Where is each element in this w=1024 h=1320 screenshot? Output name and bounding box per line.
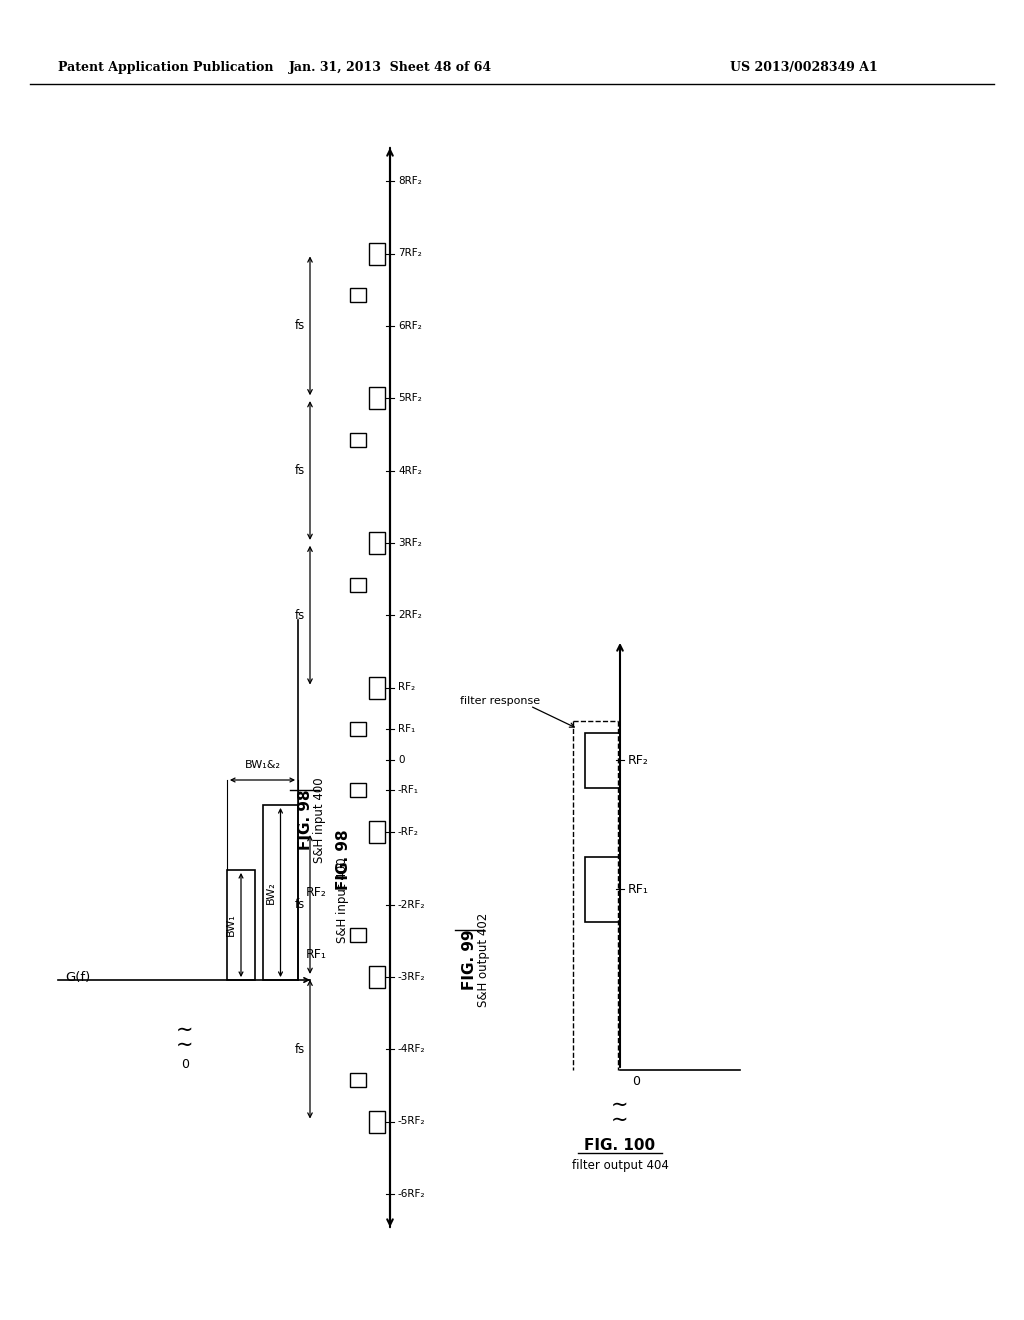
Bar — [350, 578, 366, 591]
Text: 3RF₂: 3RF₂ — [398, 537, 422, 548]
Text: ∼: ∼ — [611, 1110, 629, 1130]
Bar — [350, 722, 366, 737]
Text: 2RF₂: 2RF₂ — [398, 610, 422, 620]
Text: fs: fs — [295, 319, 305, 333]
Text: G(f): G(f) — [65, 970, 90, 983]
Text: ∼: ∼ — [611, 1096, 629, 1115]
Text: BW₂: BW₂ — [265, 882, 275, 904]
Text: RF₁: RF₁ — [628, 883, 649, 896]
Text: ∼: ∼ — [176, 1020, 194, 1040]
Text: US 2013/0028349 A1: US 2013/0028349 A1 — [730, 62, 878, 74]
Text: RF₂: RF₂ — [306, 886, 327, 899]
Bar — [350, 1073, 366, 1086]
Text: FIG. 99: FIG. 99 — [463, 929, 477, 990]
Bar — [369, 676, 385, 698]
Text: fs: fs — [295, 1043, 305, 1056]
Bar — [369, 966, 385, 987]
Bar — [227, 870, 255, 979]
Text: 0: 0 — [181, 1059, 189, 1072]
Text: fs: fs — [295, 465, 305, 477]
Text: filter output 404: filter output 404 — [571, 1159, 669, 1172]
Bar — [350, 433, 366, 447]
Bar — [585, 857, 620, 921]
Text: fs: fs — [295, 609, 305, 622]
Bar — [369, 1110, 385, 1133]
Text: Jan. 31, 2013  Sheet 48 of 64: Jan. 31, 2013 Sheet 48 of 64 — [289, 62, 492, 74]
Bar — [350, 289, 366, 302]
Text: 5RF₂: 5RF₂ — [398, 393, 422, 403]
Bar — [369, 821, 385, 843]
Text: 8RF₂: 8RF₂ — [398, 176, 422, 186]
Text: -RF₁: -RF₁ — [398, 785, 419, 795]
Text: -RF₂: -RF₂ — [398, 828, 419, 837]
Text: fs: fs — [295, 898, 305, 911]
Bar — [263, 805, 298, 979]
Text: FIG. 100: FIG. 100 — [585, 1138, 655, 1152]
Bar — [369, 243, 385, 264]
Text: 6RF₂: 6RF₂ — [398, 321, 422, 331]
Text: S&H input 400: S&H input 400 — [336, 857, 349, 942]
Bar — [369, 387, 385, 409]
Text: -4RF₂: -4RF₂ — [398, 1044, 426, 1055]
Text: 7RF₂: 7RF₂ — [398, 248, 422, 259]
Text: 0: 0 — [398, 755, 404, 764]
Text: 0: 0 — [632, 1074, 640, 1088]
Bar — [350, 783, 366, 797]
Text: FIG. 98: FIG. 98 — [336, 830, 351, 890]
Text: RF₁: RF₁ — [306, 949, 327, 961]
Bar — [585, 733, 620, 788]
Text: ∼: ∼ — [176, 1035, 194, 1055]
Text: -5RF₂: -5RF₂ — [398, 1117, 426, 1126]
Text: S&H output 402: S&H output 402 — [477, 913, 490, 1007]
Text: -3RF₂: -3RF₂ — [398, 972, 426, 982]
Text: RF₁: RF₁ — [398, 725, 416, 734]
Text: Patent Application Publication: Patent Application Publication — [58, 62, 273, 74]
Bar — [350, 928, 366, 942]
Text: -2RF₂: -2RF₂ — [398, 899, 426, 909]
Text: RF₂: RF₂ — [398, 682, 415, 693]
Text: RF₂: RF₂ — [628, 754, 649, 767]
Text: BW₁: BW₁ — [226, 913, 236, 936]
Text: FIG. 98: FIG. 98 — [298, 789, 312, 850]
Text: BW₁&₂: BW₁&₂ — [245, 760, 281, 770]
Text: S&H input 400: S&H input 400 — [312, 777, 326, 863]
Bar — [369, 532, 385, 554]
Text: -6RF₂: -6RF₂ — [398, 1189, 426, 1199]
Text: 4RF₂: 4RF₂ — [398, 466, 422, 475]
Text: filter response: filter response — [460, 696, 540, 706]
